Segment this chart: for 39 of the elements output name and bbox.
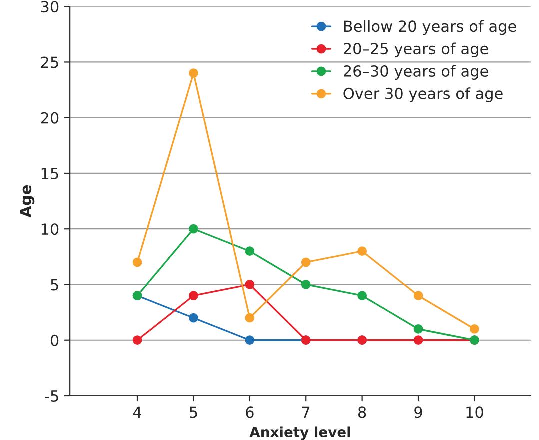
point <box>301 258 311 268</box>
y-tick-label: -5 <box>45 390 58 402</box>
legend-label: Over 30 years of age <box>344 88 503 102</box>
legend-label: Bellow 20 years of age <box>344 20 516 36</box>
y-tick-label: 20 <box>41 112 59 124</box>
y-tick-label: 25 <box>41 56 58 68</box>
point <box>132 336 142 346</box>
x-tick-label: 6 <box>246 406 254 418</box>
x-axis-title: Anxiety level <box>250 426 350 440</box>
point <box>189 68 198 78</box>
point <box>414 336 424 346</box>
x-tick-label: 10 <box>466 406 484 418</box>
y-tick-label: 30 <box>41 1 59 13</box>
point <box>301 280 311 290</box>
x-tick-label: 7 <box>302 406 310 418</box>
y-tick-label: 0 <box>50 334 59 346</box>
point <box>189 291 198 301</box>
point <box>245 246 255 256</box>
y-tick-label: 5 <box>51 279 58 291</box>
point <box>414 291 424 301</box>
point <box>189 313 198 323</box>
y-tick-label: 15 <box>42 168 58 180</box>
legend-label: 20–25 years of age <box>344 42 488 58</box>
x-tick-label: 9 <box>414 406 422 418</box>
point <box>358 246 367 256</box>
point <box>470 324 480 334</box>
point <box>189 224 198 234</box>
y-tick-label: 10 <box>42 224 59 236</box>
point <box>358 291 367 301</box>
point <box>414 324 424 334</box>
point <box>245 280 255 290</box>
y-axis-title: Age <box>20 185 35 218</box>
legend-label: 26–30 years of age <box>344 65 488 80</box>
point <box>245 336 255 346</box>
x-tick-label: 8 <box>358 406 366 418</box>
point <box>132 258 142 268</box>
x-tick-label: 4 <box>133 406 142 418</box>
x-tick-label: 5 <box>190 406 198 418</box>
point <box>245 313 255 323</box>
